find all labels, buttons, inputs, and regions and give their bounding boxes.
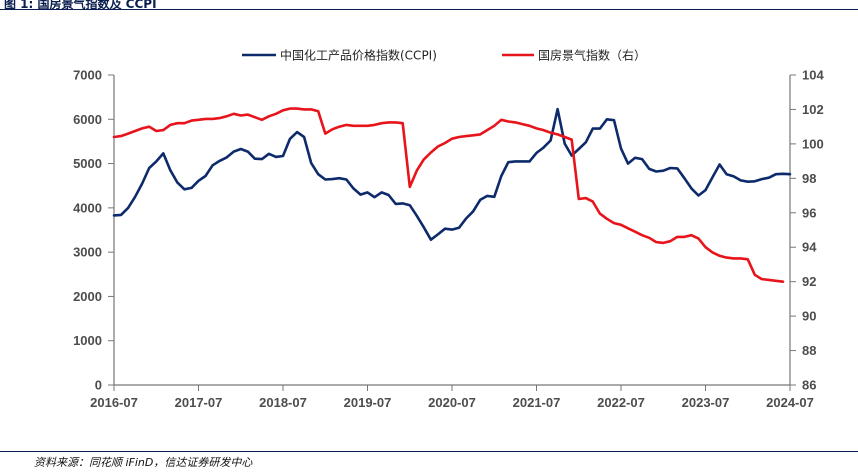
chart-series — [112, 107, 792, 284]
legend-label-2: 国房景气指数（右） — [538, 48, 646, 63]
y-left-tick-label: 0 — [95, 378, 102, 393]
x-tick-label: 2021-07 — [513, 395, 561, 410]
y-right-tick-label: 100 — [802, 136, 824, 151]
x-tick-label: 2016-07 — [90, 395, 138, 410]
y-left-tick-label: 6000 — [73, 112, 102, 127]
chart-legend: 中国化工产品价格指数(CCPI) 国房景气指数（右） — [242, 48, 646, 63]
y-left-tick-label: 2000 — [73, 289, 102, 304]
x-tick-label: 2018-07 — [259, 395, 307, 410]
housing-index-series-line — [112, 107, 785, 284]
y-right-tick-label: 98 — [802, 171, 816, 186]
ccpi-series-line — [112, 107, 792, 241]
x-tick-label: 2017-07 — [175, 395, 223, 410]
y-right-tick-label: 102 — [802, 102, 824, 117]
source-divider — [0, 451, 858, 452]
y-left-tick-label: 4000 — [73, 200, 102, 215]
x-tick-label: 2022-07 — [597, 395, 645, 410]
y-right-tick-label: 94 — [802, 240, 817, 255]
title-divider — [0, 9, 858, 10]
legend-label-1: 中国化工产品价格指数(CCPI) — [280, 48, 437, 63]
y-left-tick-label: 3000 — [73, 245, 102, 260]
y-right-tick-label: 88 — [802, 343, 816, 358]
y-left-tick-label: 1000 — [73, 333, 102, 348]
chart-axes: 0 1000 2000 3000 4000 5000 6000 7000 86 88 90 92 94 9… — [73, 68, 824, 411]
y-right-tick-label: 104 — [802, 68, 824, 83]
figure-title: 图 1: 国房景气指数及 CCPI — [4, 0, 157, 11]
source-note: 资料来源：同花顺 iFinD，信达证券研发中心 — [34, 456, 253, 469]
y-right-tick-label: 86 — [802, 378, 816, 393]
y-left-tick-label: 5000 — [73, 156, 102, 171]
x-tick-label: 2024-07 — [766, 395, 814, 410]
x-tick-label: 2020-07 — [428, 395, 476, 410]
x-tick-label: 2023-07 — [682, 395, 730, 410]
y-left-tick-label: 7000 — [73, 68, 102, 83]
y-right-tick-label: 90 — [802, 309, 816, 324]
y-right-tick-label: 96 — [802, 205, 816, 220]
y-right-tick-label: 92 — [802, 274, 816, 289]
x-tick-label: 2019-07 — [344, 395, 392, 410]
